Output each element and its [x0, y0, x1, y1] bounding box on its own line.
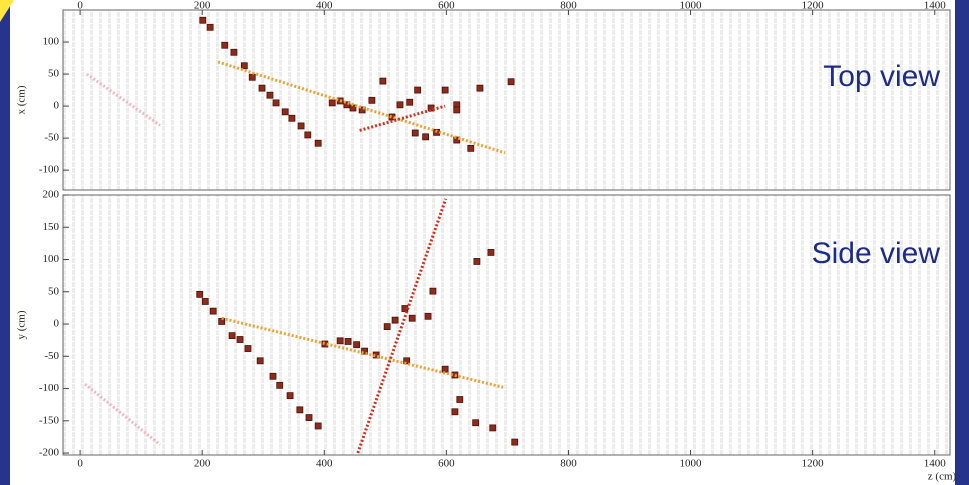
hit: [425, 313, 431, 319]
x-tick-label: 400: [316, 0, 333, 12]
x-tick-label: 600: [438, 0, 455, 12]
hit: [412, 130, 418, 136]
hit: [345, 338, 351, 344]
hit: [397, 102, 403, 108]
x-tick-label: 0: [77, 458, 83, 470]
hit: [245, 346, 251, 352]
y-tick-label: -100: [39, 382, 60, 394]
x-axis-label: z (cm): [928, 471, 957, 483]
hit: [380, 78, 386, 84]
hit: [200, 17, 206, 23]
hit: [210, 308, 216, 314]
hit: [270, 373, 276, 379]
hit: [306, 415, 312, 421]
hit: [231, 49, 237, 55]
y-tick-label: 200: [43, 189, 60, 201]
hit: [430, 288, 436, 294]
hit: [315, 140, 321, 146]
hit: [287, 393, 293, 399]
y-tick-label: 0: [54, 318, 60, 330]
hit: [512, 439, 518, 445]
x-tick-label: 800: [560, 458, 577, 470]
y-tick-label: 100: [43, 36, 60, 48]
plot-area: [63, 195, 950, 455]
x-tick-label: 0: [77, 0, 83, 12]
hit: [474, 258, 480, 264]
hit: [259, 85, 265, 91]
x-tick-label: 200: [194, 458, 211, 470]
plot-area: [63, 10, 950, 190]
y-tick-label: 50: [48, 68, 60, 80]
hit: [369, 97, 375, 103]
hit: [384, 324, 390, 330]
hit: [289, 115, 295, 121]
hit: [222, 42, 228, 48]
hit: [207, 24, 213, 30]
view-label: Side view: [812, 237, 941, 270]
hit: [457, 397, 463, 403]
hit: [468, 145, 474, 151]
y-tick-label: 100: [43, 253, 60, 265]
hit: [409, 315, 415, 321]
hit: [329, 100, 335, 106]
y-tick-label: 50: [48, 285, 60, 297]
hit: [477, 85, 483, 91]
y-tick-label: -100: [39, 164, 60, 176]
x-tick-label: 800: [560, 0, 577, 12]
hit: [490, 425, 496, 431]
y-tick-label: 150: [43, 221, 60, 233]
x-tick-label: 1000: [680, 458, 703, 470]
hit: [257, 358, 263, 364]
hit: [298, 123, 304, 129]
hit: [488, 249, 494, 255]
hit: [442, 87, 448, 93]
hit: [305, 132, 311, 138]
y-axis-label: x (cm): [16, 85, 28, 114]
hit: [282, 109, 288, 115]
x-tick-label: 600: [438, 458, 455, 470]
hit: [267, 92, 273, 98]
x-tick-label: 1000: [680, 0, 703, 12]
view-label: Top view: [823, 60, 940, 93]
hit: [277, 382, 283, 388]
x-tick-label: 1400: [924, 0, 947, 12]
hit: [392, 317, 398, 323]
hit: [454, 107, 460, 113]
hit: [508, 79, 514, 85]
x-tick-label: 400: [316, 458, 333, 470]
y-axis-label: y (cm): [16, 310, 28, 339]
x-tick-label: 1400: [924, 458, 947, 470]
hit: [315, 423, 321, 429]
hit: [452, 409, 458, 415]
y-tick-label: -200: [39, 447, 60, 459]
hit: [354, 342, 360, 348]
hit: [249, 74, 255, 80]
y-tick-label: -50: [44, 350, 59, 362]
hit: [273, 100, 279, 106]
hit: [407, 99, 413, 105]
hit: [423, 134, 429, 140]
x-tick-label: 200: [194, 0, 211, 12]
y-tick-label: -150: [39, 414, 60, 426]
y-tick-label: 0: [54, 100, 60, 112]
hit: [297, 407, 303, 413]
x-tick-label: 1200: [802, 458, 825, 470]
hit: [197, 291, 203, 297]
hit: [241, 63, 247, 69]
hit: [202, 298, 208, 304]
hit: [237, 337, 243, 343]
hit: [442, 366, 448, 372]
x-tick-label: 1200: [802, 0, 825, 12]
hit: [415, 87, 421, 93]
hit: [229, 333, 235, 339]
hit: [473, 420, 479, 426]
y-tick-label: -50: [44, 132, 59, 144]
event-display: 0200400600800100012001400-100-50050100x …: [0, 0, 969, 485]
hit: [337, 338, 343, 344]
